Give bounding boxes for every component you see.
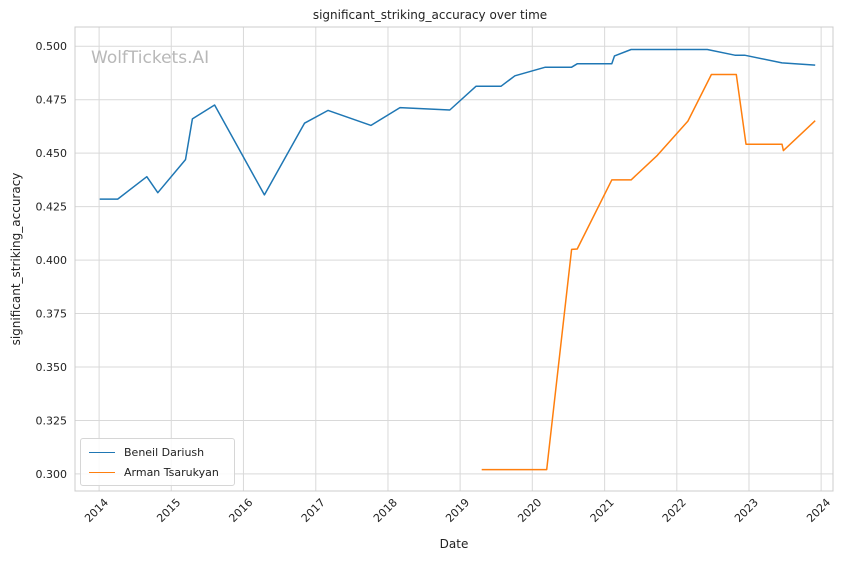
y-tick-label: 0.400	[36, 254, 68, 267]
series-lines	[99, 48, 816, 471]
legend-swatch-arman-tsarukyan	[89, 471, 115, 473]
x-axis-label: Date	[439, 537, 469, 551]
legend-swatch-beneil-dariush	[89, 451, 115, 453]
y-tick-label: 0.375	[36, 308, 68, 321]
series-line-beneil-dariush	[99, 48, 816, 200]
grid-lines	[75, 27, 833, 491]
legend: Beneil Dariush Arman Tsarukyan	[80, 438, 235, 486]
y-tick-label: 0.350	[36, 361, 68, 374]
x-tick-label: 2021	[588, 496, 617, 525]
x-tick-label: 2024	[804, 496, 833, 525]
y-tick-label: 0.300	[36, 468, 68, 481]
x-tick-label: 2022	[660, 496, 689, 525]
legend-label-beneil-dariush: Beneil Dariush	[124, 445, 205, 459]
y-axis-label: significant_striking_accuracy	[9, 172, 23, 346]
y-tick-label: 0.500	[36, 40, 68, 53]
x-tick-label: 2017	[299, 496, 328, 525]
x-tick-label: 2015	[154, 496, 183, 525]
x-tick-label: 2018	[371, 496, 400, 525]
y-tick-label: 0.325	[36, 414, 68, 427]
y-tick-label: 0.450	[36, 147, 68, 160]
plot-frame	[74, 26, 834, 492]
legend-item-arman-tsarukyan: Arman Tsarukyan	[89, 463, 219, 481]
x-tick-label: 2020	[515, 496, 544, 525]
y-tick-label: 0.475	[36, 94, 68, 107]
x-tick-label: 2019	[443, 496, 472, 525]
chart-title: significant_striking_accuracy over time	[312, 8, 548, 22]
series-line-arman-tsarukyan	[481, 73, 816, 471]
y-tick-label: 0.425	[36, 201, 68, 214]
legend-item-beneil-dariush: Beneil Dariush	[89, 443, 204, 461]
x-tick-label: 2014	[82, 496, 111, 525]
watermark: WolfTickets.AI	[91, 48, 210, 68]
x-tick-label: 2023	[732, 496, 761, 525]
legend-label-arman-tsarukyan: Arman Tsarukyan	[124, 465, 219, 479]
x-tick-label: 2016	[226, 496, 255, 525]
